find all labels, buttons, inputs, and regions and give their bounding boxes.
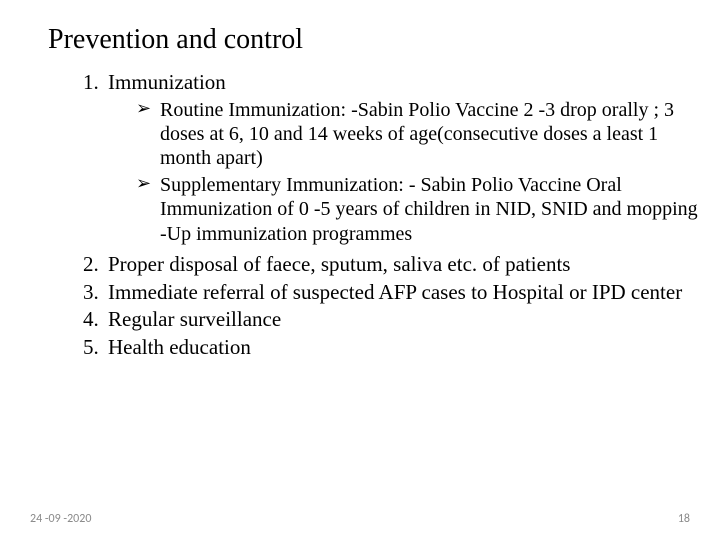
list-item-text: Proper disposal of faece, sputum, saliva… [108, 252, 570, 276]
list-item-text: Immunization [108, 70, 226, 94]
sub-list-item-text: Routine Immunization: -Sabin Polio Vacci… [160, 99, 674, 170]
list-item-text: Regular surveillance [108, 307, 281, 331]
list-item: Health education [104, 335, 700, 361]
list-item-text: Immediate referral of suspected AFP case… [108, 280, 682, 304]
footer-date: 24 -09 -2020 [30, 512, 91, 526]
slide-title: Prevention and control [48, 24, 700, 56]
slide: Prevention and control Immunization Rout… [0, 0, 720, 540]
sub-list-item: Routine Immunization: -Sabin Polio Vacci… [136, 98, 700, 171]
sub-list: Routine Immunization: -Sabin Polio Vacci… [108, 98, 700, 246]
list-item: Regular surveillance [104, 307, 700, 333]
sub-list-item: Supplementary Immunization: - Sabin Poli… [136, 173, 700, 246]
list-item: Immediate referral of suspected AFP case… [104, 280, 700, 306]
list-item-text: Health education [108, 335, 251, 359]
main-list: Immunization Routine Immunization: -Sabi… [48, 70, 700, 360]
list-item: Proper disposal of faece, sputum, saliva… [104, 252, 700, 278]
list-item: Immunization Routine Immunization: -Sabi… [104, 70, 700, 246]
sub-list-item-text: Supplementary Immunization: - Sabin Poli… [160, 174, 698, 245]
footer: 24 -09 -2020 18 [0, 512, 720, 526]
footer-page-number: 18 [678, 512, 690, 526]
